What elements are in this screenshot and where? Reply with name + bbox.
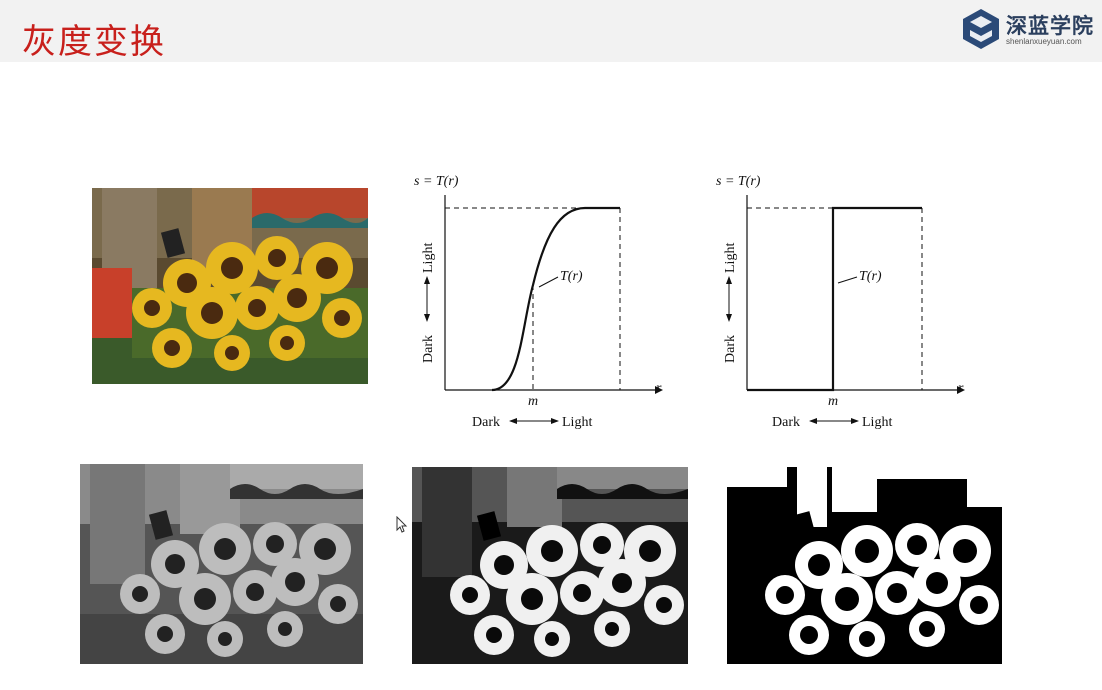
- graph2-horizontal-arrow-left: [809, 418, 817, 424]
- graph1-horizontal-arrow-left: [509, 418, 517, 424]
- graph2-vertical-arrow-up: [726, 276, 732, 284]
- graph1-x-arrow: [655, 386, 663, 394]
- graph2-vertical-arrow-down: [726, 314, 732, 322]
- graph2-y-axis-label: s = T(r): [716, 174, 761, 189]
- graph2-horizontal-dark: Dark: [772, 415, 800, 430]
- contrast-stretching-graph: s = T(r) r T(r) m Light Dark Dark Light: [414, 174, 663, 430]
- graph1-y-axis-label: s = T(r): [414, 174, 459, 189]
- graph2-curve-pointer: [837, 276, 858, 284]
- graph1-midpoint-label: m: [528, 394, 538, 409]
- graph2-curve-label: T(r): [859, 269, 882, 284]
- graph2-vertical-light: Light: [723, 243, 738, 273]
- mouse-cursor-icon: [396, 516, 408, 533]
- contrast-stretched-photo: [412, 467, 688, 664]
- graph1-vertical-light: Light: [421, 243, 436, 273]
- graph1-curve-pointer: [538, 276, 559, 288]
- slide-header: 灰度变换 深蓝学院 shenlanxueyuan.com: [0, 0, 1102, 62]
- brand-logo: 深蓝学院 shenlanxueyuan.com: [962, 6, 1102, 54]
- thresholded-photo: [727, 467, 1002, 664]
- graph1-vertical-dark: Dark: [421, 335, 436, 363]
- graph1-horizontal-light: Light: [562, 415, 592, 430]
- graph1-curve: [491, 206, 620, 392]
- graph2-x-axis-label: r: [958, 381, 964, 396]
- graph1-vertical-arrow-down: [424, 314, 430, 322]
- graph1-horizontal-dark: Dark: [472, 415, 500, 430]
- graph2-x-arrow: [957, 386, 965, 394]
- graph2-vertical-dark: Dark: [723, 335, 738, 363]
- thresholding-graph: s = T(r) r T(r) m Light Dark Dark Light: [716, 174, 965, 430]
- graph2-horizontal-arrow-right: [851, 418, 859, 424]
- graph2-step-curve: [747, 206, 922, 392]
- graph2-midpoint-label: m: [828, 394, 838, 409]
- graph2-horizontal-light: Light: [862, 415, 892, 430]
- original-color-photo: [92, 188, 368, 384]
- graph1-vertical-arrow-up: [424, 276, 430, 284]
- slide-title: 灰度变换: [22, 22, 166, 62]
- diamond-s-logo-icon: [963, 9, 999, 49]
- logo-url: shenlanxueyuan.com: [1006, 37, 1082, 46]
- graph1-x-axis-label: r: [656, 381, 662, 396]
- graph1-curve-label: T(r): [560, 269, 583, 284]
- grayscale-photo: [80, 464, 363, 664]
- graph1-horizontal-arrow-right: [551, 418, 559, 424]
- logo-name: 深蓝学院: [1006, 14, 1094, 38]
